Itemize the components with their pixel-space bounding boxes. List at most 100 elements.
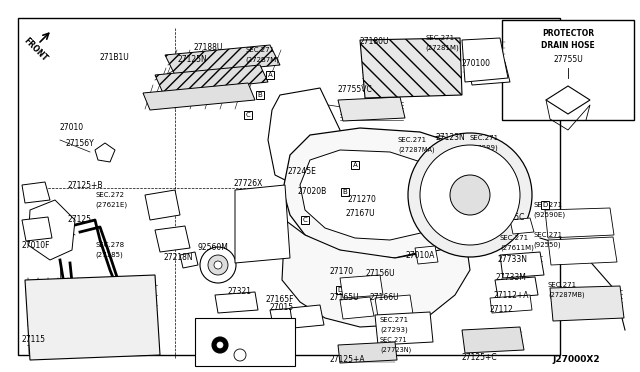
Text: SEC.271: SEC.271 xyxy=(470,135,499,141)
Text: A: A xyxy=(353,162,357,168)
Polygon shape xyxy=(495,277,538,298)
Text: (27611M): (27611M) xyxy=(500,245,534,251)
Text: 27165F: 27165F xyxy=(265,295,294,305)
Polygon shape xyxy=(165,45,280,75)
Polygon shape xyxy=(340,297,374,319)
Text: 27015: 27015 xyxy=(270,304,294,312)
Text: 27125: 27125 xyxy=(68,215,92,224)
Text: J27000X2: J27000X2 xyxy=(552,356,600,365)
Polygon shape xyxy=(143,83,255,110)
Text: (27289): (27289) xyxy=(470,145,498,151)
Polygon shape xyxy=(468,62,510,85)
Circle shape xyxy=(40,210,50,220)
Polygon shape xyxy=(145,190,180,220)
Text: (27723N): (27723N) xyxy=(380,347,412,353)
Polygon shape xyxy=(490,295,532,313)
Circle shape xyxy=(234,349,246,361)
Text: (27185): (27185) xyxy=(95,252,123,258)
Text: (27293): (27293) xyxy=(380,327,408,333)
Text: A: A xyxy=(268,72,273,78)
Polygon shape xyxy=(338,97,405,121)
Text: SEC.271: SEC.271 xyxy=(380,317,409,323)
Text: 27755VC: 27755VC xyxy=(338,86,372,94)
Text: SEC.27B: SEC.27B xyxy=(222,327,252,333)
Circle shape xyxy=(287,122,323,158)
Circle shape xyxy=(101,151,109,159)
Polygon shape xyxy=(550,286,624,321)
Polygon shape xyxy=(510,218,534,234)
Text: 27010: 27010 xyxy=(60,124,84,132)
Polygon shape xyxy=(290,305,324,328)
Polygon shape xyxy=(546,86,590,114)
Text: 27755U: 27755U xyxy=(553,55,583,64)
Text: 27125+B: 27125+B xyxy=(68,180,104,189)
Circle shape xyxy=(166,234,178,246)
Polygon shape xyxy=(282,220,470,327)
Text: 27726X: 27726X xyxy=(233,179,262,187)
Text: 27020B: 27020B xyxy=(297,187,326,196)
Polygon shape xyxy=(270,307,313,325)
Polygon shape xyxy=(95,143,115,162)
Text: 27321: 27321 xyxy=(228,288,252,296)
Polygon shape xyxy=(268,88,340,185)
Circle shape xyxy=(200,247,236,283)
Polygon shape xyxy=(370,157,408,181)
Circle shape xyxy=(428,136,452,160)
Bar xyxy=(18,18,560,355)
Text: 27167U: 27167U xyxy=(345,208,374,218)
Text: (27287MA): (27287MA) xyxy=(398,147,435,153)
Text: C: C xyxy=(303,217,307,223)
Text: (92550): (92550) xyxy=(533,242,561,248)
Text: D: D xyxy=(337,287,342,293)
Text: SEC.271: SEC.271 xyxy=(548,282,577,288)
Text: 270100: 270100 xyxy=(461,58,490,67)
Polygon shape xyxy=(375,312,433,345)
Text: 27166U: 27166U xyxy=(370,292,399,301)
Polygon shape xyxy=(548,237,617,265)
Text: B: B xyxy=(342,189,348,195)
Text: 27115: 27115 xyxy=(22,336,46,344)
Text: 27123N: 27123N xyxy=(435,134,465,142)
Polygon shape xyxy=(283,128,475,258)
Polygon shape xyxy=(25,275,160,360)
Text: 271B1U: 271B1U xyxy=(100,54,130,62)
Polygon shape xyxy=(155,226,190,252)
Circle shape xyxy=(217,342,223,348)
Polygon shape xyxy=(500,252,544,278)
Text: 27245C: 27245C xyxy=(495,214,524,222)
Text: B: B xyxy=(258,92,262,98)
Text: 27112+A: 27112+A xyxy=(493,291,529,299)
Text: 27245E: 27245E xyxy=(288,167,317,176)
Text: 27125+C: 27125+C xyxy=(462,353,498,362)
Polygon shape xyxy=(300,150,450,240)
Circle shape xyxy=(408,133,532,257)
Text: 27010A: 27010A xyxy=(405,250,435,260)
Polygon shape xyxy=(415,246,438,264)
Text: PROTECTOR: PROTECTOR xyxy=(542,29,594,38)
Polygon shape xyxy=(360,38,462,98)
Circle shape xyxy=(434,142,446,154)
Text: SEC.271: SEC.271 xyxy=(533,202,562,208)
Polygon shape xyxy=(462,38,508,82)
Text: 27733N: 27733N xyxy=(498,256,528,264)
Polygon shape xyxy=(545,208,614,238)
Text: 27218N: 27218N xyxy=(163,253,193,263)
Text: (92590E): (92590E) xyxy=(533,212,565,218)
Text: C: C xyxy=(246,112,250,118)
Polygon shape xyxy=(375,295,413,317)
Polygon shape xyxy=(22,182,50,203)
Text: SEC.271: SEC.271 xyxy=(245,47,274,53)
Circle shape xyxy=(154,197,170,213)
Text: 27112: 27112 xyxy=(490,305,514,314)
Text: 27125+A: 27125+A xyxy=(330,356,365,365)
Text: (27281M): (27281M) xyxy=(425,45,459,51)
Circle shape xyxy=(420,145,520,245)
Text: SEC.271: SEC.271 xyxy=(380,337,408,343)
Bar xyxy=(502,20,634,120)
Polygon shape xyxy=(22,217,52,241)
Polygon shape xyxy=(462,327,524,353)
Text: DRAIN HOSE: DRAIN HOSE xyxy=(541,42,595,51)
Circle shape xyxy=(450,175,490,215)
Text: 27156Y: 27156Y xyxy=(65,138,93,148)
Circle shape xyxy=(297,132,313,148)
